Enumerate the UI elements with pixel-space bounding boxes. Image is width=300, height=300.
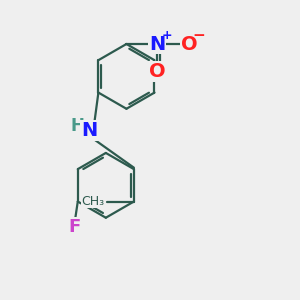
Text: +: + <box>161 29 172 42</box>
Text: F: F <box>69 218 81 236</box>
Text: O: O <box>149 62 166 82</box>
Text: N: N <box>81 122 98 140</box>
Text: −: − <box>193 28 206 43</box>
Text: CH₃: CH₃ <box>81 195 104 208</box>
Text: O: O <box>182 34 198 53</box>
Text: H: H <box>70 117 84 135</box>
Text: N: N <box>149 34 166 53</box>
